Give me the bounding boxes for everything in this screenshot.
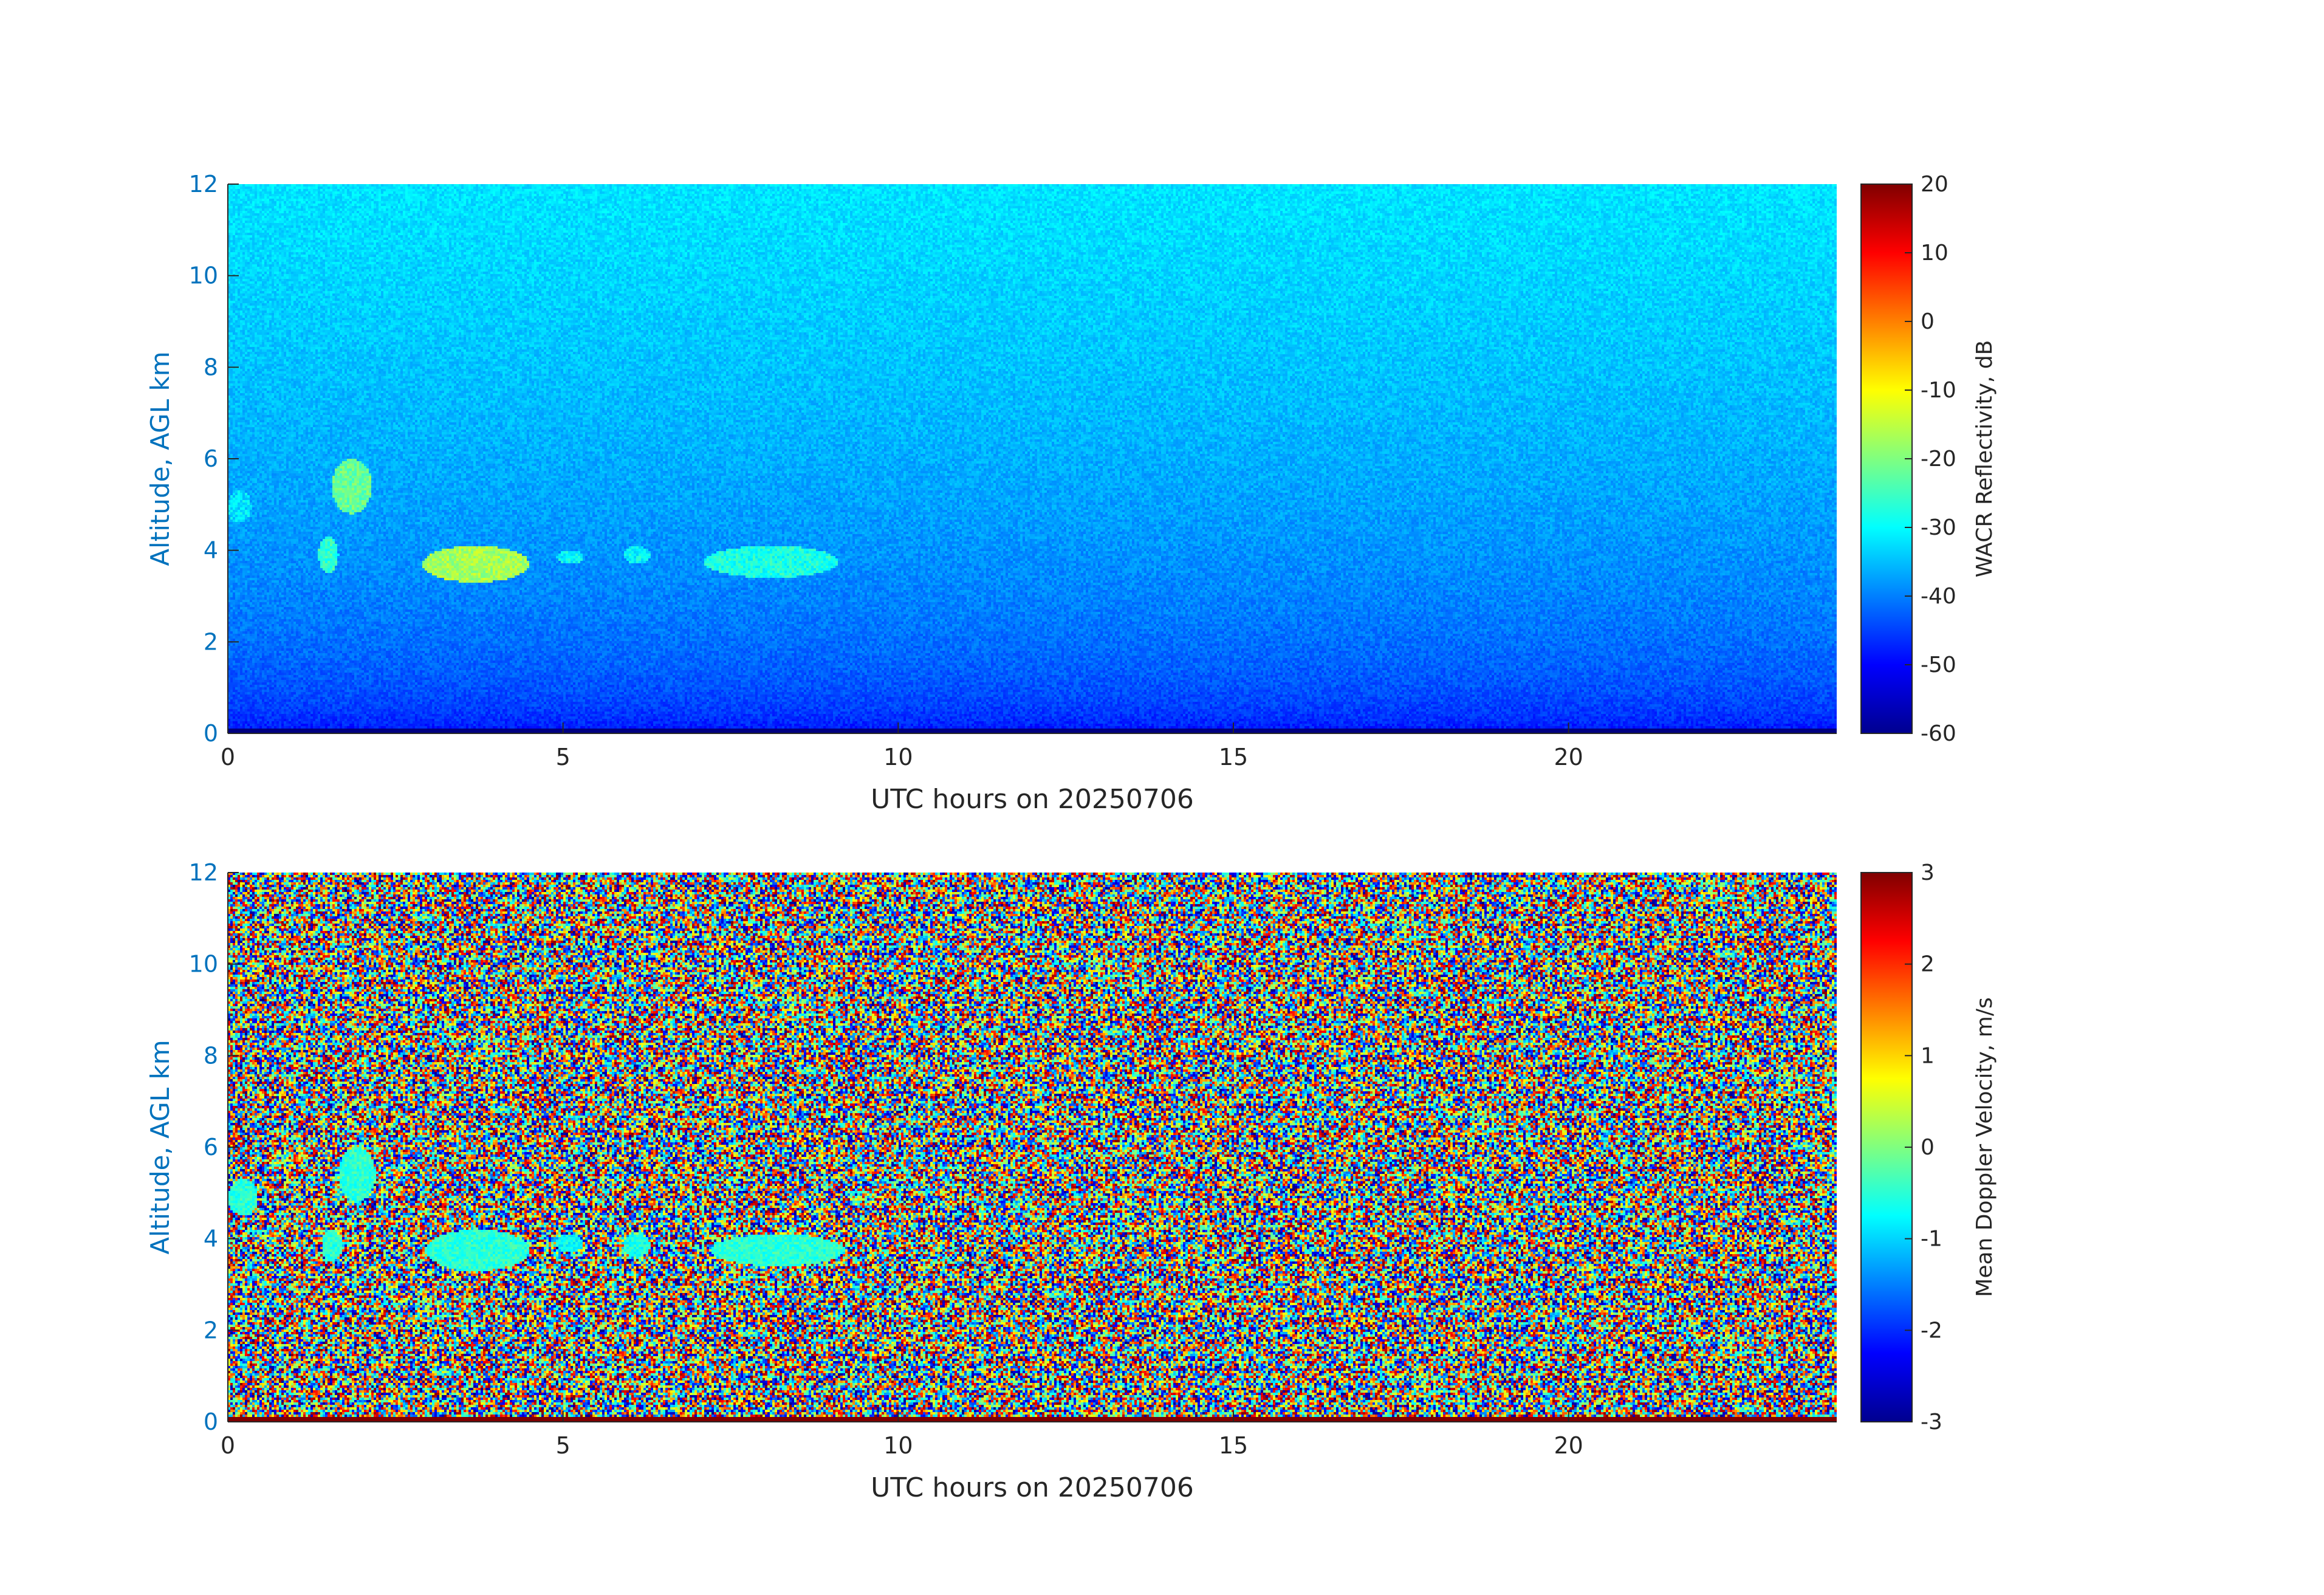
y-tick-label: 10 [189,262,218,289]
x-tick-label: 20 [1554,744,1583,770]
x-tick-label: 10 [883,744,913,770]
reflectivity-colorbar [1860,184,1913,734]
colorbar-tick-label: 0 [1921,309,1935,334]
velocity-axes: 0 2 4 6 8 10 12 0 5 10 15 20 [189,859,1837,1459]
reflectivity-axes: 0 2 4 6 8 10 12 0 5 10 15 20 [189,171,1837,770]
velocity-y-label: Altitude, AGL km [145,1040,175,1254]
reflectivity-y-label: Altitude, AGL km [145,351,175,566]
y-tick-label: 2 [204,1317,218,1343]
colorbar-tick-label: -20 [1921,447,1956,472]
reflectivity-colorbar-ticks: 20 10 0 -10 -20 -30 -40 -50 -60 [1905,172,1956,746]
colorbar-tick-label: -40 [1921,584,1956,609]
colorbar-tick-label: 20 [1921,172,1949,197]
reflectivity-x-label: UTC hours on 20250706 [871,784,1194,815]
x-tick-label: 0 [221,744,235,770]
x-tick-label: 15 [1219,744,1248,770]
x-tick-label: 20 [1554,1432,1583,1459]
colorbar-tick-label: -3 [1921,1410,1942,1435]
y-tick-label: 2 [204,628,218,655]
y-tick-label: 10 [189,951,218,978]
y-tick-label: 4 [204,1226,218,1252]
x-tick-label: 15 [1219,1432,1248,1459]
colorbar-tick-label: 10 [1921,241,1949,266]
colorbar-tick-label: -30 [1921,515,1956,540]
reflectivity-panel: 0 2 4 6 8 10 12 0 5 10 15 20 20 10 0 -10 -20 -30 -40 -50 -6… [145,171,1997,815]
reflectivity-heatmap [228,184,1837,733]
y-tick-label: 12 [189,859,218,886]
x-tick-label: 10 [883,1432,913,1459]
y-tick-label: 8 [204,1042,218,1069]
y-tick-label: 12 [189,171,218,197]
velocity-colorbar [1860,872,1913,1422]
colorbar-tick-label: -60 [1921,721,1956,746]
x-tick-label: 0 [221,1432,235,1459]
y-tick-label: 6 [204,445,218,472]
y-tick-label: 0 [204,720,218,747]
reflectivity-colorbar-label: WACR Reflectivity, dB [1972,340,1997,578]
colorbar-tick-label: 2 [1921,952,1935,977]
colorbar-tick-label: 3 [1921,860,1935,885]
velocity-x-label: UTC hours on 20250706 [871,1472,1194,1503]
colorbar-tick-label: 1 [1921,1043,1935,1068]
colorbar-tick-label: 0 [1921,1135,1935,1160]
x-tick-label: 5 [556,1432,571,1459]
velocity-colorbar-label: Mean Doppler Velocity, m/s [1972,997,1997,1297]
colorbar-tick-label: -10 [1921,378,1956,403]
colorbar-tick-label: -50 [1921,653,1956,677]
colorbar-tick-label: -2 [1921,1318,1942,1343]
velocity-heatmap [228,873,1837,1422]
x-tick-label: 5 [556,744,571,770]
y-tick-label: 8 [204,354,218,380]
y-tick-label: 4 [204,537,218,564]
y-tick-label: 6 [204,1134,218,1161]
y-tick-label: 0 [204,1408,218,1435]
colorbar-tick-label: -1 [1921,1227,1942,1252]
velocity-colorbar-ticks: 3 2 1 0 -1 -2 -3 [1905,860,1942,1435]
